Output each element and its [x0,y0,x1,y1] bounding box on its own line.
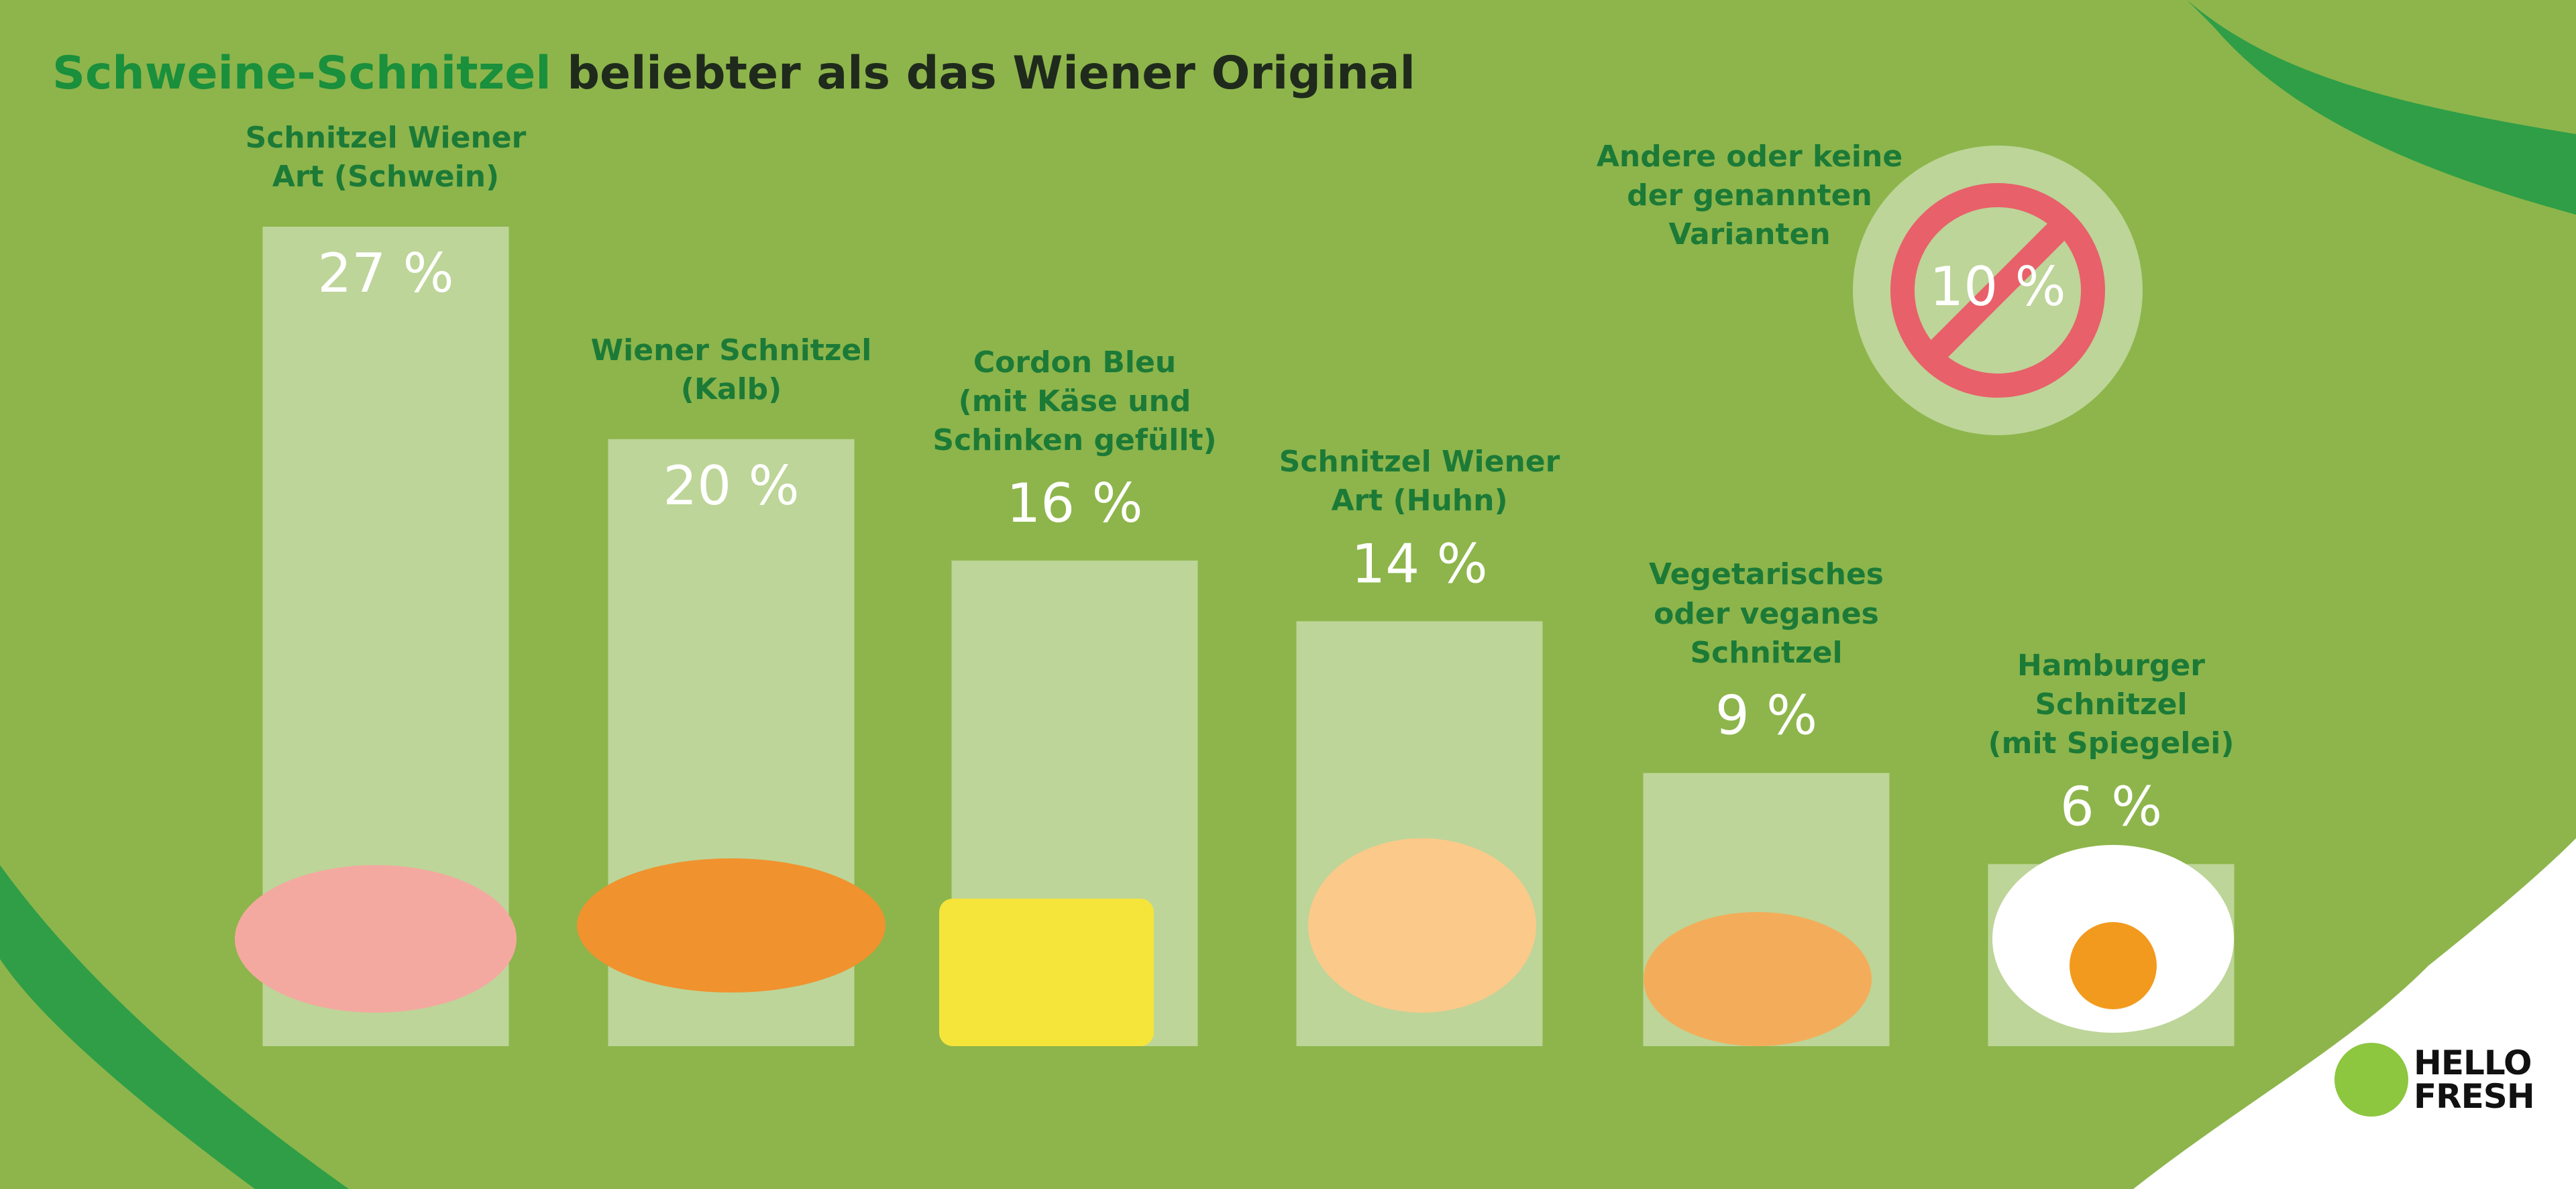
logo: HELLO FRESH [2414,1043,2535,1116]
chicken-illustration [1308,838,1536,1013]
value-label: 20 % [663,455,799,517]
value-label: 27 % [317,242,453,304]
veggie-illustration [1644,912,1872,1046]
other-label: Andere oder keine der genannten Variante… [1596,139,1903,252]
title-highlight: Schweine-Schnitzel [52,47,551,100]
category-label: Schnitzel Wiener Art (Schwein) [245,120,527,194]
decoration [2187,0,2576,215]
logo-icon [2334,1043,2408,1117]
cheese-illustration [939,899,1154,1046]
category-label: Schnitzel Wiener Art (Huhn) [1279,445,1560,518]
pig-illustration [235,865,517,1013]
category-label: Wiener Schnitzel (Kalb) [590,333,872,406]
title-text: beliebter als das Wiener Original [567,47,1415,100]
decoration [0,865,349,1189]
value-label: 6 % [2060,775,2162,838]
value-label: 14 % [1351,532,1487,595]
category-label: Hamburger Schnitzel (mit Spiegelei) [1988,648,2235,761]
no-symbol-ring [1890,183,2105,398]
category-label: Cordon Bleu (mit Käse und Schinken gefül… [932,345,1217,457]
no-symbol-bar [1922,215,2074,366]
value-label: 9 % [1715,685,1817,747]
egg-yolk [2070,922,2157,1009]
decoration [2133,838,2576,1189]
other-value-label: 10 % [1929,256,2065,318]
value-label: 16 % [1006,472,1142,534]
cow-illustration [577,858,885,993]
chart-title: Schweine-Schnitzel beliebter als das Wie… [52,47,1415,100]
category-label: Vegetarisches oder veganes Schnitzel [1649,557,1884,670]
